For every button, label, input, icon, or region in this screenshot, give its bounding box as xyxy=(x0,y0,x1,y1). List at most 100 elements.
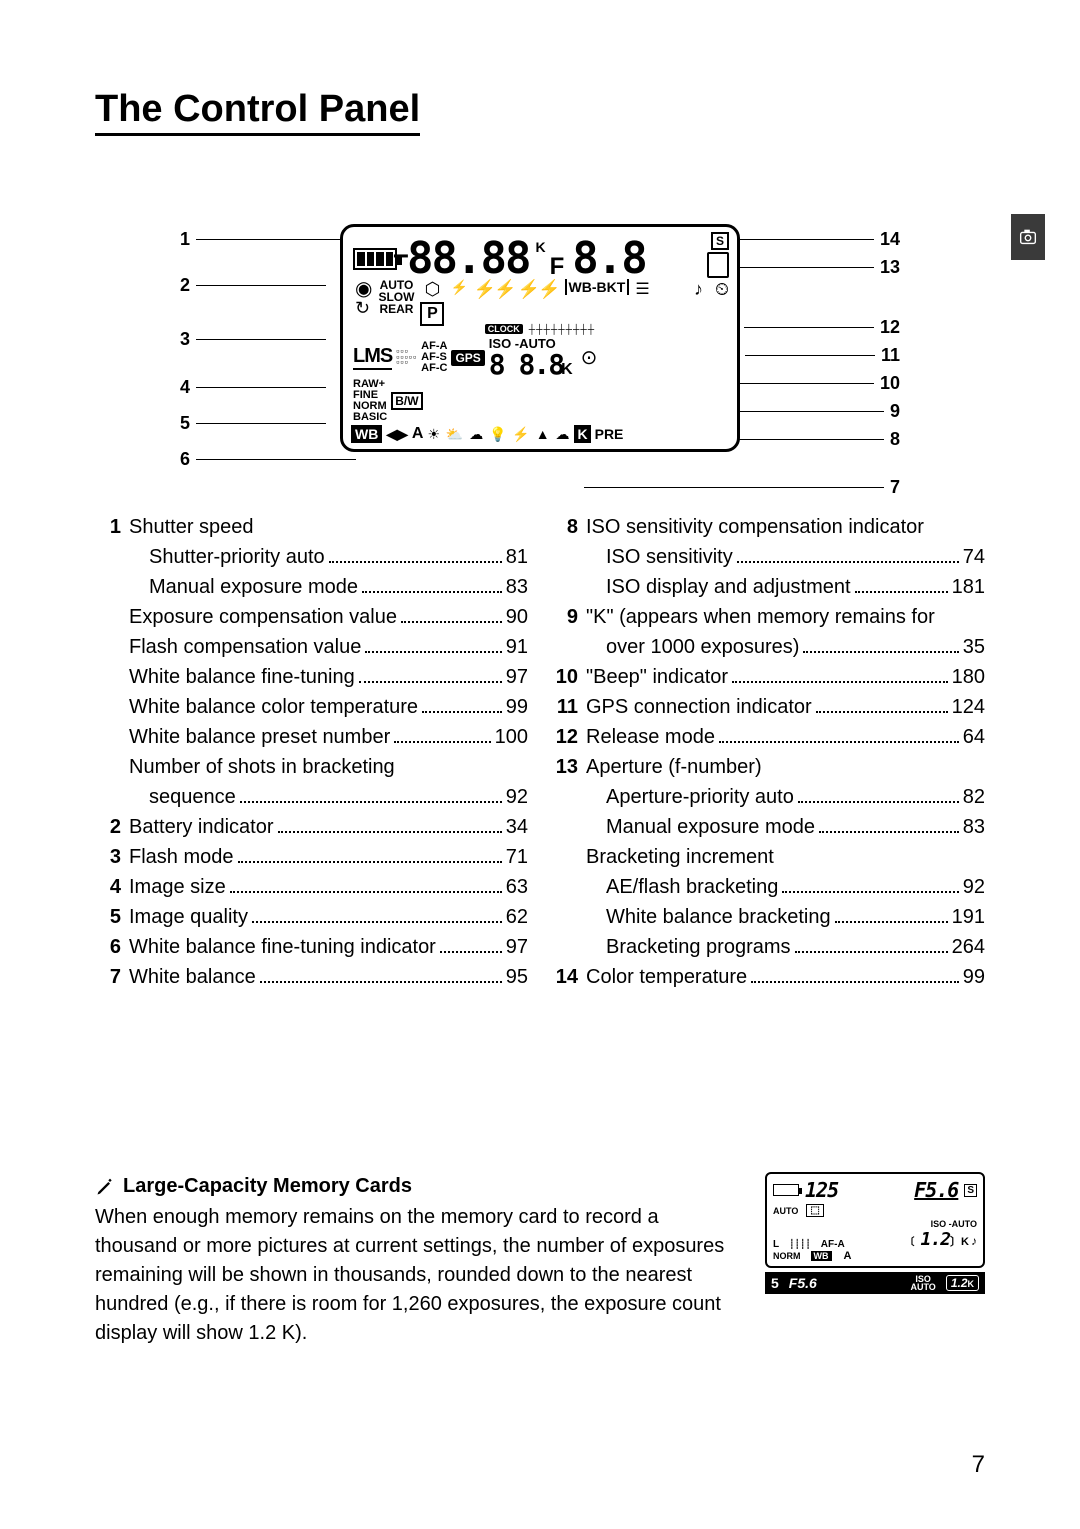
leader-5: 5 xyxy=(180,414,190,432)
remote-timer-icon: ⊙ xyxy=(581,345,598,370)
mini-battery-icon xyxy=(773,1184,799,1196)
note-body: When enough memory remains on the memory… xyxy=(95,1203,745,1348)
legend-row: White balance bracketing191 xyxy=(552,902,985,932)
legend-page: 63 xyxy=(506,872,528,902)
legend-row: 8ISO sensitivity compensation indicator xyxy=(552,512,985,542)
exposure-scale: ┼┼┼┼┼┼┼┼┼ xyxy=(529,324,595,334)
side-tab xyxy=(1011,214,1045,260)
k-indicator-right: K xyxy=(561,361,573,379)
legend-dots xyxy=(737,561,959,563)
control-panel-diagram: 1 2 3 4 5 6 14 13 12 11 10 9 8 7 −-88.88… xyxy=(180,224,900,452)
legend-dots xyxy=(394,741,490,743)
legend-label: ISO sensitivity xyxy=(606,542,733,572)
legend-label: Image size xyxy=(129,872,226,902)
legend-page: 181 xyxy=(952,572,985,602)
legend-label: ISO sensitivity compensation indicator xyxy=(586,512,924,542)
legend-dots xyxy=(422,711,502,713)
legend-label: "Beep" indicator xyxy=(586,662,728,692)
legend-dots xyxy=(440,951,502,953)
legend-label: sequence xyxy=(149,782,236,812)
legend-dots xyxy=(751,981,959,983)
legend-row: 13Aperture (f-number) xyxy=(552,752,985,782)
legend-dots xyxy=(816,711,948,713)
legend-dots xyxy=(240,801,502,803)
legend-dots xyxy=(260,981,502,983)
legend-row: 1Shutter speed xyxy=(95,512,528,542)
control-panel-lcd: −-88.8888.88 K F 8.8 S ◉↻ AUTO SLOW REAR… xyxy=(340,224,740,452)
mini-s-box: S xyxy=(964,1184,977,1197)
leader-9: 9 xyxy=(890,402,900,420)
legend-row: Shutter-priority auto81 xyxy=(95,542,528,572)
wb-bkt-label: WB-BKT xyxy=(565,279,630,295)
mini-lcd-example: 125 F5.6 S AUTO ⬚ L ┊┊┊┊ AF-A ISO -AUTO … xyxy=(765,1172,985,1348)
legend-row: 6White balance fine-tuning indicator97 xyxy=(95,932,528,962)
legend-dots xyxy=(252,921,502,923)
leader-12: 12 xyxy=(880,318,900,336)
gps-indicator: GPS xyxy=(451,350,484,366)
legend-row: Bracketing increment xyxy=(552,842,985,872)
mini-afa: AF-A xyxy=(821,1239,845,1250)
legend-label: Bracketing increment xyxy=(586,842,774,872)
legend-label: Shutter speed xyxy=(129,512,254,542)
legend-page: 99 xyxy=(963,962,985,992)
legend-page: 180 xyxy=(952,662,985,692)
note-section: Large-Capacity Memory Cards When enough … xyxy=(95,1172,985,1348)
legend-row: 11GPS connection indicator124 xyxy=(552,692,985,722)
leader-10: 10 xyxy=(880,374,900,392)
mini-target-icon: ⬚ xyxy=(806,1204,823,1217)
legend-label: Exposure compensation value xyxy=(129,602,397,632)
legend-number: 6 xyxy=(95,932,121,962)
self-timer-icon: ⏲ xyxy=(715,279,729,300)
legend-label: Number of shots in bracketing xyxy=(129,752,395,782)
legend-dots xyxy=(230,891,502,893)
sd-card-icon xyxy=(707,252,729,278)
aperture-display: 8.8 xyxy=(572,237,645,281)
legend-label: White balance preset number xyxy=(129,722,390,752)
f-label: F xyxy=(550,253,565,281)
legend-dots xyxy=(835,921,948,923)
legend-number: 5 xyxy=(95,902,121,932)
bw-indicator: B/W xyxy=(391,392,422,410)
legend-number: 13 xyxy=(552,752,578,782)
legend-row: Manual exposure mode83 xyxy=(552,812,985,842)
legend-page: 92 xyxy=(506,782,528,812)
legend-page: 191 xyxy=(952,902,985,932)
legend-label: White balance xyxy=(129,962,256,992)
legend-label: Battery indicator xyxy=(129,812,274,842)
release-mode-s: S xyxy=(711,232,729,250)
mini-shutter: 125 xyxy=(805,1178,838,1202)
flash-mode-stack: AUTO SLOW REAR xyxy=(378,279,414,315)
legend-label: Aperture-priority auto xyxy=(606,782,794,812)
mini-wb-a: A xyxy=(844,1250,852,1262)
legend-dots xyxy=(238,861,502,863)
legend-page: 264 xyxy=(952,932,985,962)
legend-label: Manual exposure mode xyxy=(606,812,815,842)
wb-icons-row: ☀ ⛅ ☁ 💡 ⚡ ▲ ☁ xyxy=(427,426,570,443)
wb-label: WB xyxy=(351,425,382,443)
count-display: 8 8.8 xyxy=(489,351,563,379)
legend-number: 14 xyxy=(552,962,578,992)
legend-label: White balance fine-tuning indicator xyxy=(129,932,436,962)
legend-page: 92 xyxy=(963,872,985,902)
af-mode-stack: AF-A AF-S AF-C xyxy=(421,341,447,374)
mode-p-box: P xyxy=(420,302,444,326)
mini-bot-page: 5 xyxy=(771,1275,779,1291)
wb-a-label: A xyxy=(412,425,424,443)
legend-page: 82 xyxy=(963,782,985,812)
legend-number: 10 xyxy=(552,662,578,692)
legend-row: ISO display and adjustment181 xyxy=(552,572,985,602)
mini-auto: AUTO xyxy=(773,1206,798,1216)
legend-page: 34 xyxy=(506,812,528,842)
legend-row: 7White balance95 xyxy=(95,962,528,992)
mini-bot-f: F5.6 xyxy=(789,1275,817,1291)
legend-label: Shutter-priority auto xyxy=(149,542,325,572)
mini-count: 1.2 xyxy=(921,1229,951,1250)
legend-row: over 1000 exposures)35 xyxy=(552,632,985,662)
legend-row: White balance fine-tuning97 xyxy=(95,662,528,692)
battery-icon xyxy=(353,248,397,270)
legend-page: 90 xyxy=(506,602,528,632)
legend-page: 97 xyxy=(506,662,528,692)
legend-row: AE/flash bracketing92 xyxy=(552,872,985,902)
legend-page: 95 xyxy=(506,962,528,992)
legend-page: 124 xyxy=(952,692,985,722)
